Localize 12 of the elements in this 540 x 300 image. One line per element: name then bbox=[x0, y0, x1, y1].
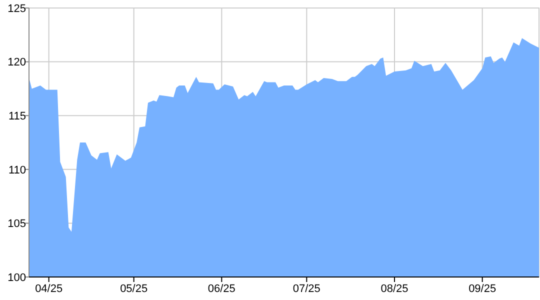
y-tick-label: 120 bbox=[8, 56, 26, 69]
y-tick-label: 125 bbox=[8, 2, 26, 15]
x-tick-label: 09/25 bbox=[468, 283, 496, 295]
x-tick-label: 04/25 bbox=[35, 283, 63, 295]
y-tick-label: 105 bbox=[8, 218, 26, 230]
y-tick-label: 115 bbox=[8, 110, 26, 122]
y-tick-label: 100 bbox=[8, 272, 26, 284]
x-tick-label: 05/25 bbox=[120, 283, 148, 295]
x-tick-label: 07/25 bbox=[292, 283, 320, 295]
x-tick-label: 08/25 bbox=[380, 283, 408, 295]
y-tick-label: 110 bbox=[8, 164, 26, 176]
x-tick-label: 06/25 bbox=[208, 283, 236, 295]
